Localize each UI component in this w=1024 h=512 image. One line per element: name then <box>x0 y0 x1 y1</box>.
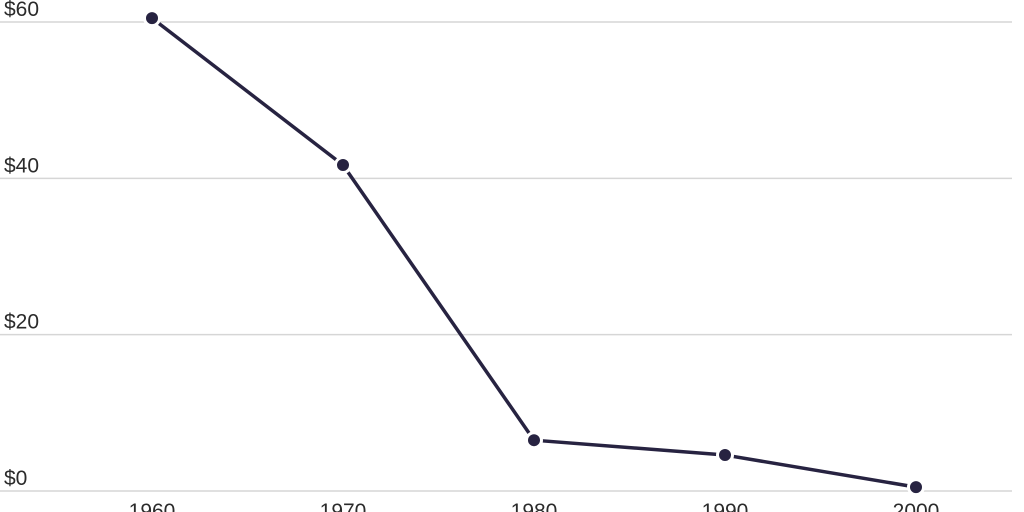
data-point-1980 <box>525 431 543 450</box>
x-tick-label-1980: 1980 <box>511 500 558 512</box>
y-tick-label-0: $0 <box>4 467 27 490</box>
x-tick-label-1960: 1960 <box>129 500 176 512</box>
y-axis-tick-labels: $0 $20 $40 $60 <box>4 0 39 490</box>
x-tick-label-1970: 1970 <box>320 500 367 512</box>
grid-lines <box>0 21 1012 492</box>
data-point-1990 <box>716 446 734 465</box>
series-layer <box>150 16 918 489</box>
series-line-0 <box>150 16 918 489</box>
y-tick-label-20: $20 <box>4 311 39 334</box>
x-axis-tick-labels: 1960 1970 1980 1990 2000 <box>129 500 940 512</box>
data-point-2000 <box>907 478 925 497</box>
y-tick-label-60: $60 <box>4 0 39 21</box>
x-tick-label-2000: 2000 <box>893 500 940 512</box>
data-point-1960 <box>143 9 161 28</box>
x-tick-label-1990: 1990 <box>702 500 749 512</box>
data-points <box>143 9 925 497</box>
data-point-1970 <box>334 156 352 175</box>
y-tick-label-40: $40 <box>4 154 39 177</box>
